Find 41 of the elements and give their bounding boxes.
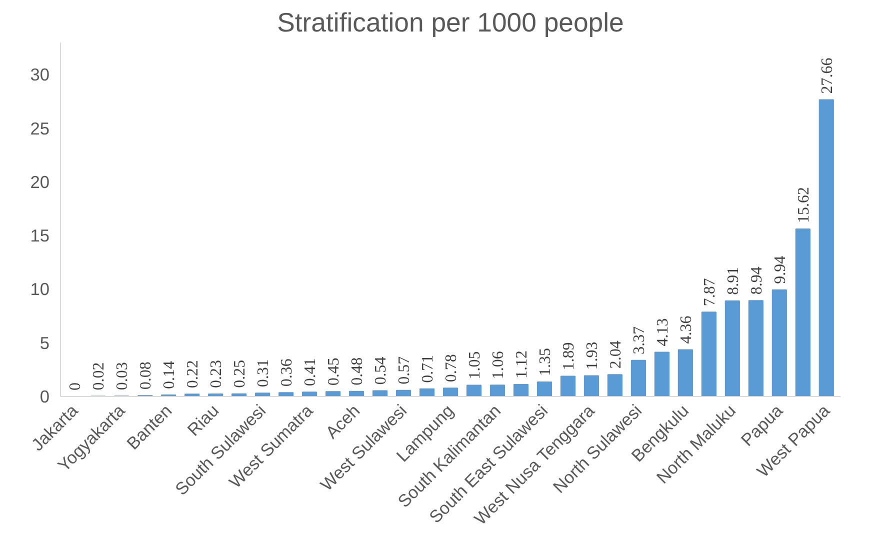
data-label: 7.87 xyxy=(701,278,718,306)
data-label: 0.08 xyxy=(138,362,155,390)
data-label: 0.54 xyxy=(372,356,390,385)
data-label: 0.78 xyxy=(443,354,460,382)
y-tick-label: 25 xyxy=(30,118,50,138)
data-label: 9.94 xyxy=(772,256,789,284)
data-label: 1.35 xyxy=(536,348,554,376)
data-label: 0.31 xyxy=(255,359,272,388)
data-label: 0.48 xyxy=(349,357,366,386)
data-label: 1.93 xyxy=(584,342,601,370)
data-label: 1.06 xyxy=(490,351,507,380)
y-tick-label: 0 xyxy=(40,386,50,406)
data-label: 0.23 xyxy=(208,360,226,388)
data-label: 2.04 xyxy=(607,340,624,369)
data-label: 0.36 xyxy=(278,358,296,387)
data-label: 3.37 xyxy=(630,326,648,354)
data-label: 0 xyxy=(67,382,84,390)
data-label: 4.13 xyxy=(654,318,672,346)
data-label: 0.41 xyxy=(302,358,320,386)
data-label: 8.94 xyxy=(748,266,766,295)
chart-title: Stratification per 1000 people xyxy=(277,8,624,38)
data-label: 1.12 xyxy=(513,350,530,378)
data-label: 0.71 xyxy=(420,354,437,383)
y-tick-label: 20 xyxy=(30,172,50,192)
data-label: 27.66 xyxy=(818,58,836,94)
data-label: 15.62 xyxy=(795,186,812,223)
data-label: 1.89 xyxy=(560,342,578,370)
data-label: 0.14 xyxy=(161,361,178,389)
data-label: 0.57 xyxy=(396,356,414,384)
data-label: 8.91 xyxy=(724,266,742,295)
y-tick-label: 10 xyxy=(30,279,50,300)
data-label: 0.45 xyxy=(326,358,343,386)
y-tick-label: 30 xyxy=(30,64,50,85)
data-label: 1.05 xyxy=(466,351,484,380)
data-label: 4.36 xyxy=(678,316,695,344)
data-label: 0.03 xyxy=(114,362,132,390)
data-label: 0.22 xyxy=(184,360,202,388)
y-tick-label: 5 xyxy=(40,332,50,353)
data-label: 0.02 xyxy=(90,362,108,390)
y-tick-label: 15 xyxy=(30,226,50,246)
data-label: 0.25 xyxy=(232,360,249,388)
